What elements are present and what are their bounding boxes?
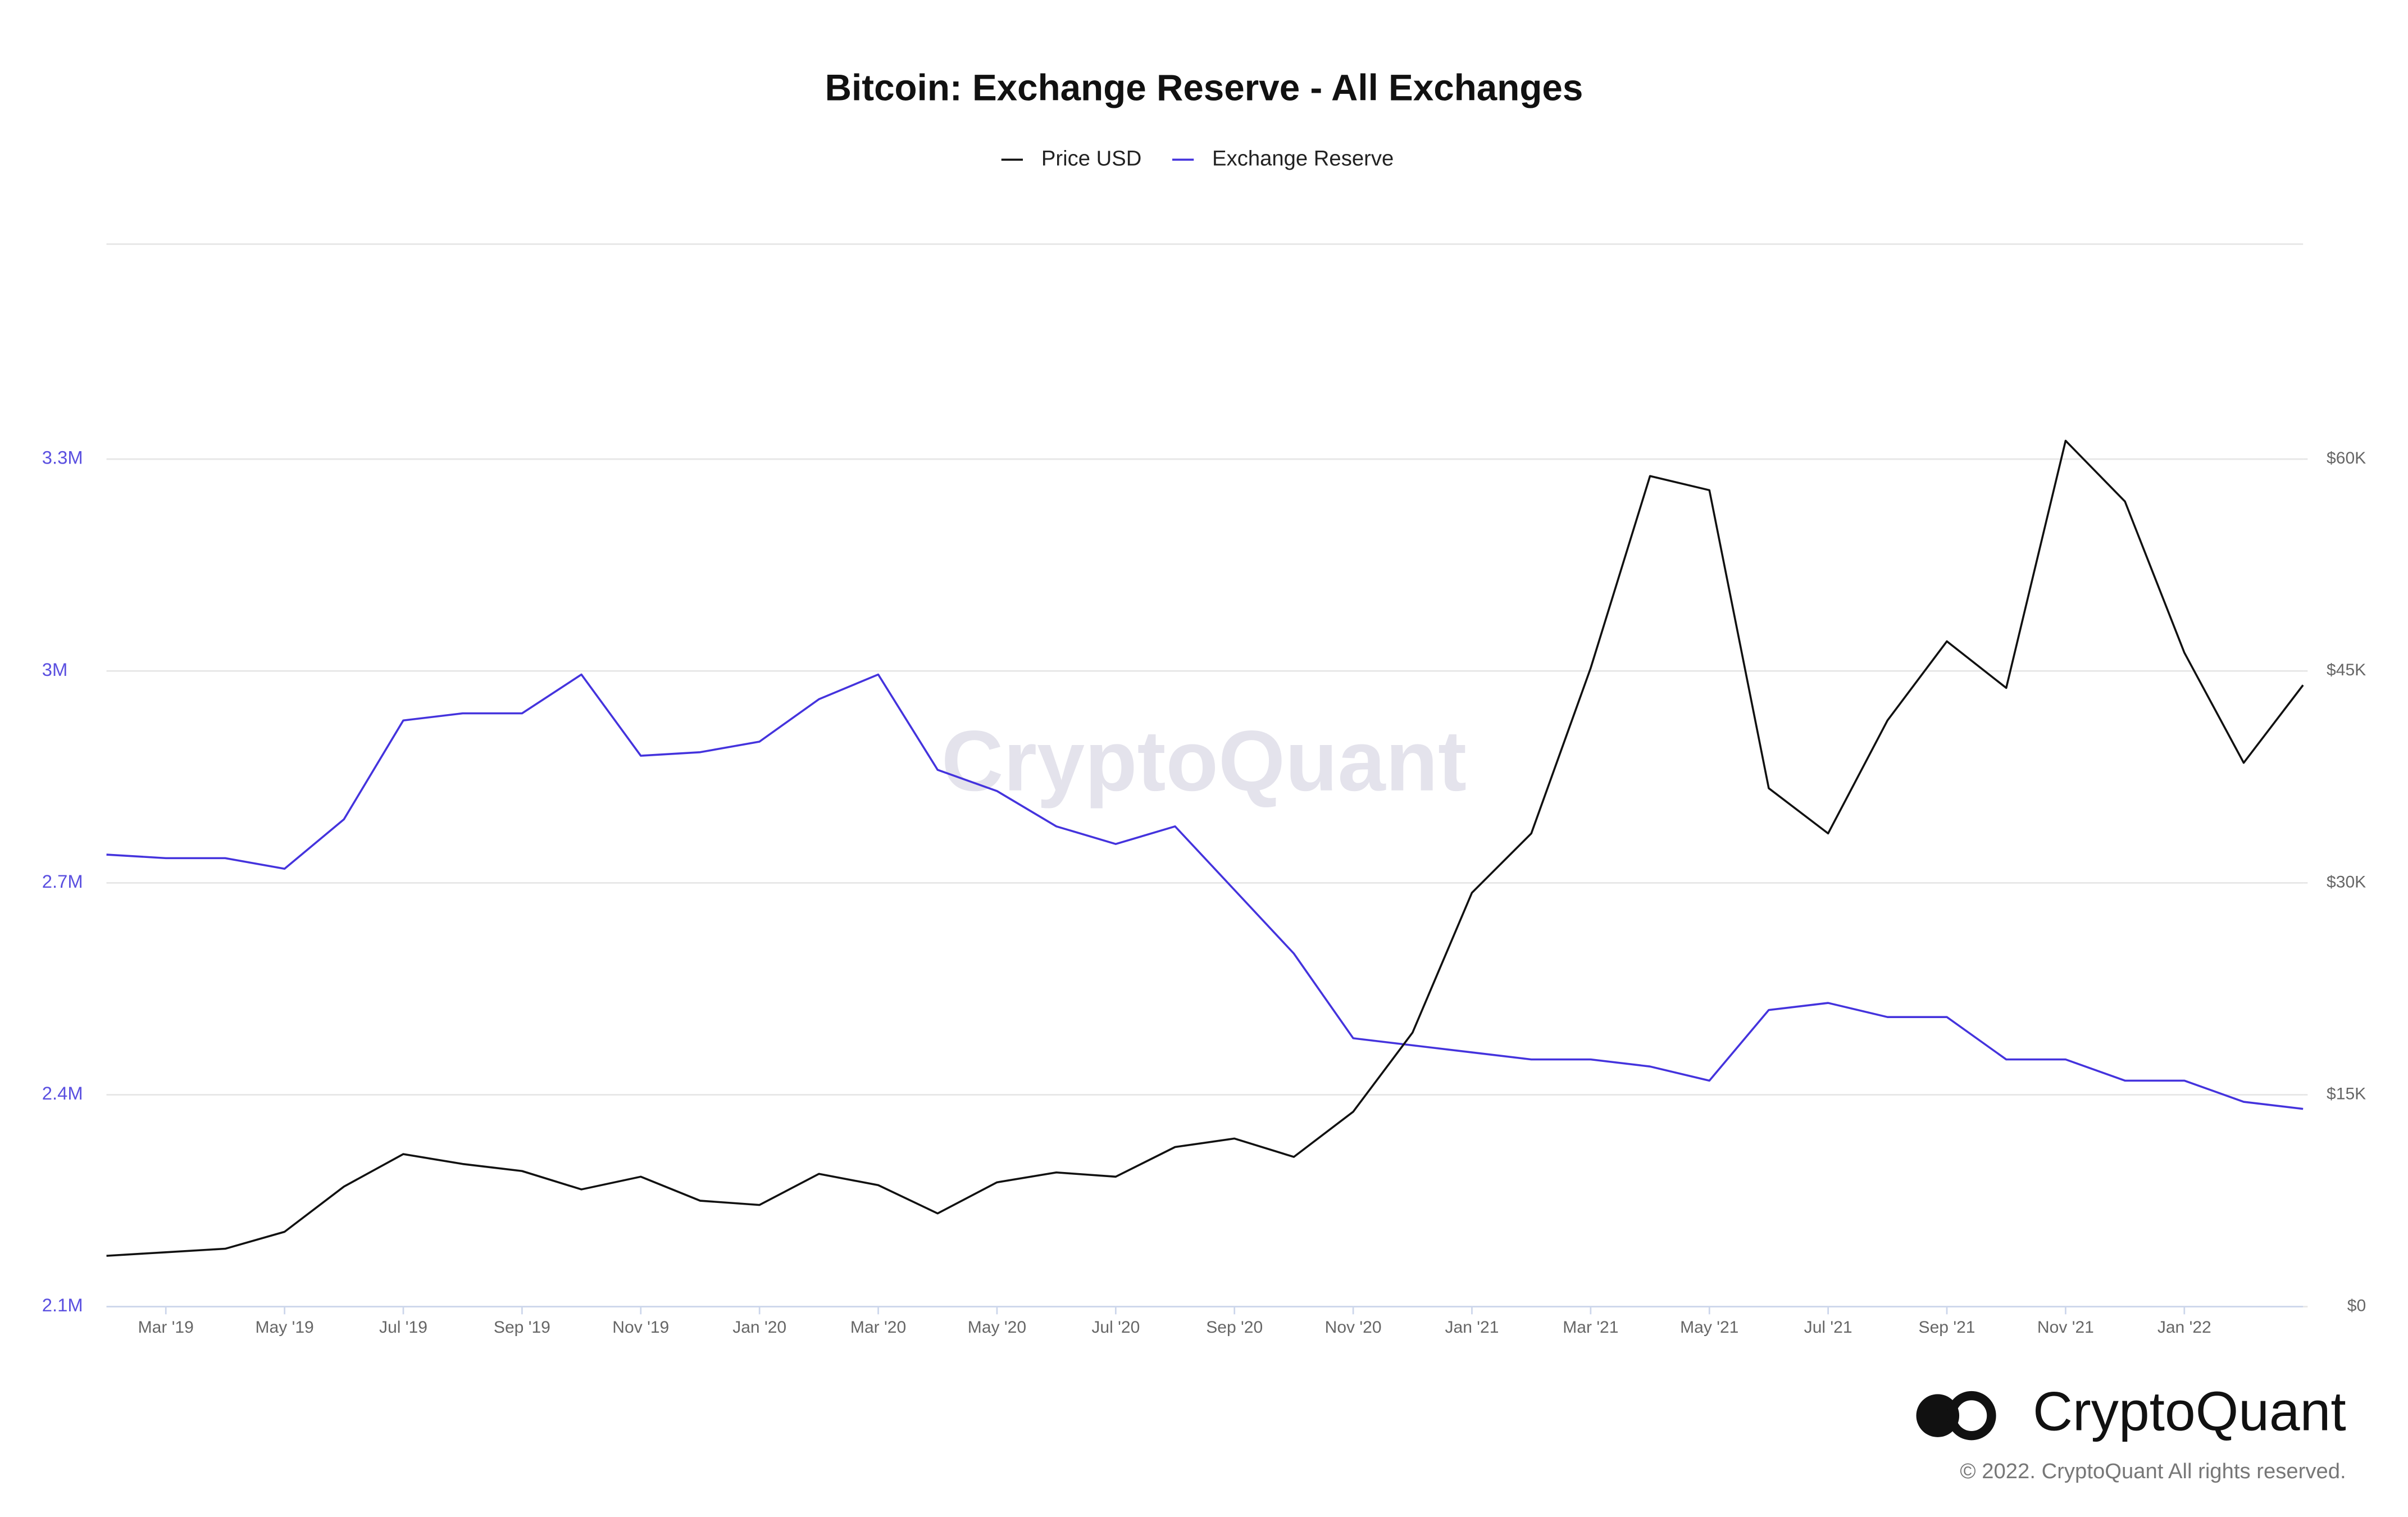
x-tick-label: Jan '21 [1445, 1318, 1499, 1337]
x-tick-label: Mar '20 [850, 1318, 906, 1337]
logo-text: CryptoQuant [2033, 1380, 2346, 1442]
y-tick-label: 2.1M [42, 1295, 83, 1315]
y2-tick-label: $0 [2347, 1297, 2366, 1315]
x-tick-label: Jan '20 [732, 1318, 786, 1337]
x-tick-label: Nov '20 [1325, 1318, 1382, 1337]
series-line [106, 439, 2304, 1257]
y-tick-label: 3M [42, 659, 68, 680]
x-tick-label: Jul '19 [379, 1318, 427, 1337]
x-tick-label: Sep '20 [1206, 1318, 1263, 1337]
x-tick-label: Mar '19 [138, 1318, 194, 1337]
series-line [106, 673, 2304, 1110]
y2-tick-label: $60K [2327, 449, 2366, 467]
y2-tick-label: $15K [2327, 1084, 2366, 1103]
legend-label: Price USD [1041, 146, 1142, 170]
x-tick-label: Sep '19 [494, 1318, 550, 1337]
x-tick-label: Sep '21 [1919, 1318, 1975, 1337]
x-tick-label: May '21 [1680, 1318, 1738, 1337]
y-tick-label: 2.7M [42, 871, 83, 892]
legend-label: Exchange Reserve [1212, 146, 1394, 170]
y2-tick-label: $45K [2327, 661, 2366, 679]
x-tick-label: Nov '21 [2037, 1318, 2094, 1337]
logo [1916, 1391, 1996, 1441]
y-tick-label: 3.3M [42, 447, 83, 468]
copyright: © 2022. CryptoQuant All rights reserved. [1960, 1459, 2346, 1483]
x-tick-label: Nov '19 [612, 1318, 669, 1337]
x-tick-label: Jul '21 [1804, 1318, 1852, 1337]
logo-icon [1916, 1394, 1960, 1437]
logo-icon [1947, 1391, 1996, 1441]
x-tick-label: Mar '21 [1563, 1318, 1618, 1337]
x-tick-label: May '19 [255, 1318, 313, 1337]
x-tick-label: Jul '20 [1091, 1318, 1140, 1337]
chart-title: Bitcoin: Exchange Reserve - All Exchange… [825, 67, 1583, 108]
y2-tick-label: $30K [2327, 873, 2366, 891]
x-tick-label: May '20 [968, 1318, 1026, 1337]
x-tick-label: Jan '22 [2157, 1318, 2211, 1337]
y-tick-label: 2.4M [42, 1083, 83, 1103]
watermark: CryptoQuant [941, 713, 1467, 809]
